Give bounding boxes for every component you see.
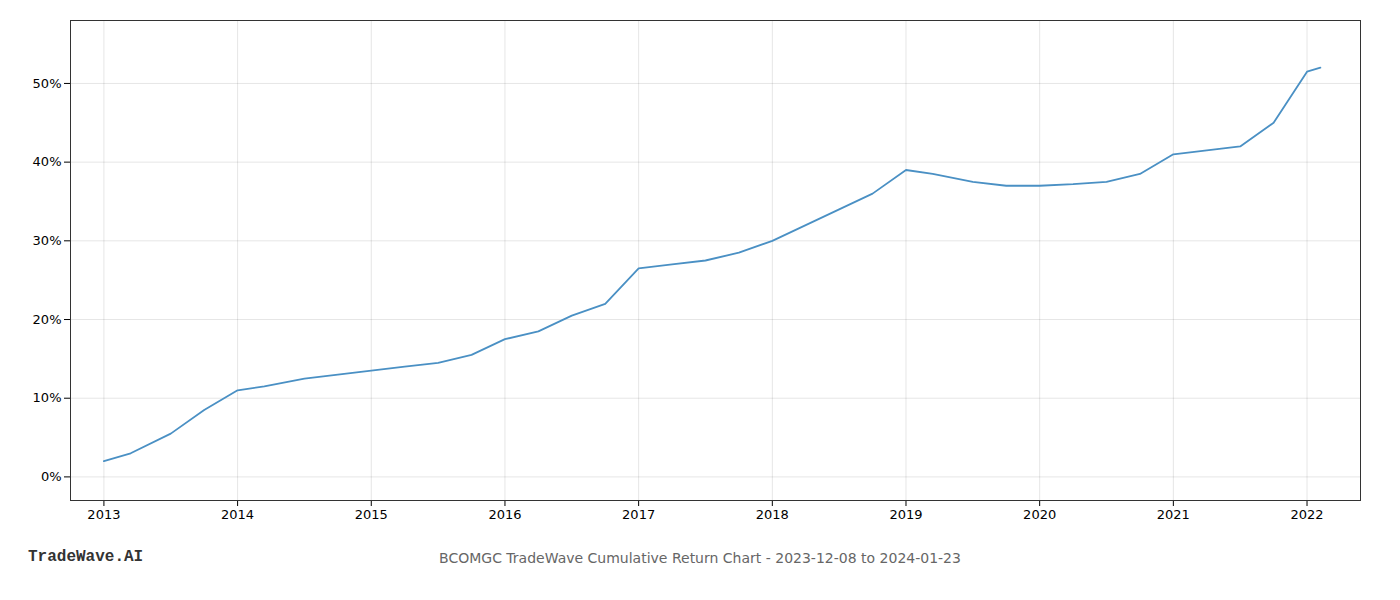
html-text:BCOMGC TradeWave Cumulative Re: BCOMGC TradeWave Cumulative Return Chart… [439, 550, 961, 566]
svg-text:2019: 2019 [889, 507, 922, 522]
svg-text:2020: 2020 [1023, 507, 1056, 522]
svg-text:2015: 2015 [355, 507, 388, 522]
svg-text:2017: 2017 [622, 507, 655, 522]
svg-text:2016: 2016 [488, 507, 521, 522]
html-text:TradeWave.AI: TradeWave.AI [28, 548, 144, 566]
svg-text:2014: 2014 [221, 507, 254, 522]
svg-text:20%: 20% [33, 312, 62, 327]
svg-text:40%: 40% [33, 154, 62, 169]
svg-text:2022: 2022 [1290, 507, 1323, 522]
svg-text:50%: 50% [33, 76, 62, 91]
svg-text:30%: 30% [33, 233, 62, 248]
svg-text:2018: 2018 [756, 507, 789, 522]
svg-text:2021: 2021 [1157, 507, 1190, 522]
svg-text:2013: 2013 [87, 507, 120, 522]
svg-text:0%: 0% [41, 469, 62, 484]
svg-text:10%: 10% [33, 390, 62, 405]
